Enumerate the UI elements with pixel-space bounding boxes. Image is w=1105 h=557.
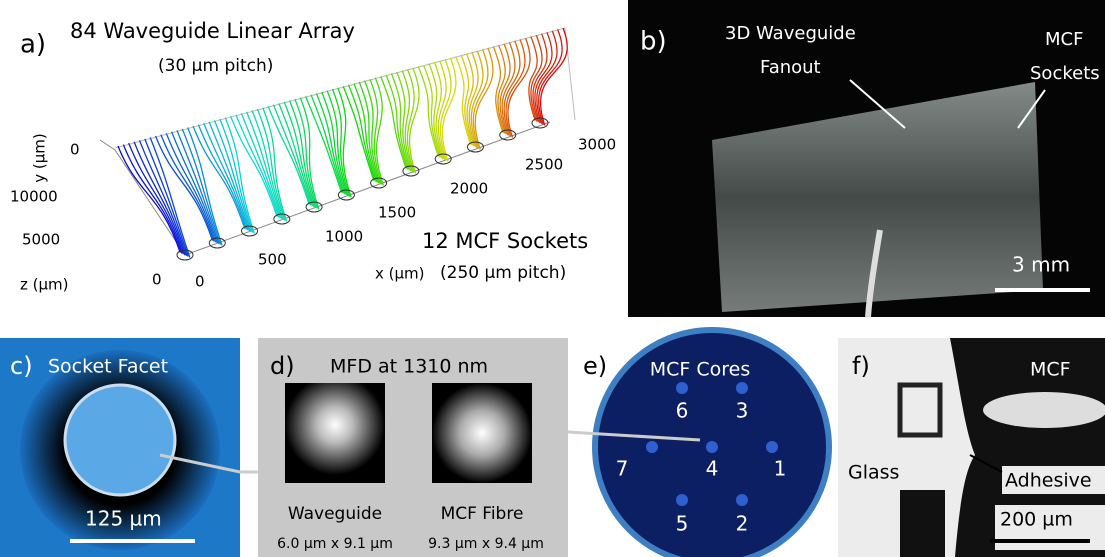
panel-label: a) [20,30,46,60]
core-number: 1 [774,457,787,481]
annotation: 3D Waveguide [725,23,856,44]
core-number: 6 [676,399,689,423]
waveguide [410,68,419,174]
tick-label: 500 [258,251,287,269]
note: 12 MCF Sockets [422,229,588,253]
fibre-core [983,392,1105,428]
waveguide [273,105,310,206]
waveguide [220,119,253,233]
core [736,382,748,394]
mode-image [285,383,385,483]
axis-label: y (µm) [31,133,49,183]
panel-b: b) 3D Waveguide Fanout MCF Sockets 3 mm [628,0,1105,317]
core-number: 4 [706,457,719,481]
core-number: 3 [736,399,749,423]
annotation: MCF [1045,29,1083,50]
caption: Waveguide [288,504,382,524]
panel-label: f) [852,352,870,380]
scale-label: 125 µm [85,507,162,531]
tick-label: 1000 [325,228,363,246]
core [766,441,778,453]
panel-d: d) MFD at 1310 nm Waveguide MCF Fibre 6.… [258,338,568,557]
core [646,441,658,453]
axis-label: z (µm) [20,276,69,294]
annotation: Fanout [760,57,821,78]
axis-label: x (µm) [375,265,425,283]
tick-label: 3000 [578,136,616,154]
waveguide [252,110,283,219]
tick-label: 1500 [378,204,416,222]
annotation: Adhesive [1005,470,1092,492]
core [736,494,748,506]
tick-label: 0 [70,141,80,159]
scale-label: 3 mm [1012,253,1070,277]
title: Socket Facet [48,356,168,378]
tick-label: 0 [195,273,205,291]
panel-label: d) [270,352,295,380]
waveguide [440,59,451,160]
title: MFD at 1310 nm [330,356,488,378]
waveguide [182,129,220,245]
panel-f: f) MCF Glass Adhesive 200 µm [838,338,1105,557]
panel-label: e) [583,352,607,380]
panel-e: e) MCF Cores 6 3 7 4 1 5 2 [583,330,829,557]
tick-label: 2500 [525,156,563,174]
tick-label: 0 [152,271,162,289]
annotation: Glass [848,462,899,484]
core [706,441,718,453]
core-number: 5 [676,512,689,536]
waveguide [311,95,343,194]
waveguide [241,113,280,218]
panel-label: c) [10,352,33,380]
panel-c: c) Socket Facet 125 µm [0,338,240,557]
panel-label: b) [640,27,667,57]
figure: a) 84 Waveguide Linear Array (30 µm pitc… [0,0,1105,557]
title: 84 Waveguide Linear Array [70,19,355,43]
socket [900,490,945,557]
annotation: Sockets [1030,63,1100,84]
tick-label: 10000 [10,188,58,206]
caption: 6.0 µm x 9.1 µm [277,536,393,552]
note: (250 µm pitch) [440,263,566,283]
caption: 9.3 µm x 9.4 µm [428,536,544,552]
subtitle: (30 µm pitch) [158,56,273,76]
core [676,382,688,394]
scale-label: 200 µm [1000,509,1073,531]
tick-label: 2000 [450,180,488,198]
title: MCF Cores [650,359,751,381]
mode-image [432,383,532,483]
annotation: MCF [1030,359,1071,381]
caption: MCF Fibre [441,504,524,524]
waveguide [475,48,493,149]
core-number: 7 [616,457,629,481]
tick-label: 5000 [22,231,60,249]
waveguide [177,130,219,243]
core [676,494,688,506]
core-number: 2 [736,512,749,536]
facet [65,385,175,495]
panel-a: a) 84 Waveguide Linear Array (30 µm pitc… [10,19,616,294]
waveguide [209,122,249,231]
